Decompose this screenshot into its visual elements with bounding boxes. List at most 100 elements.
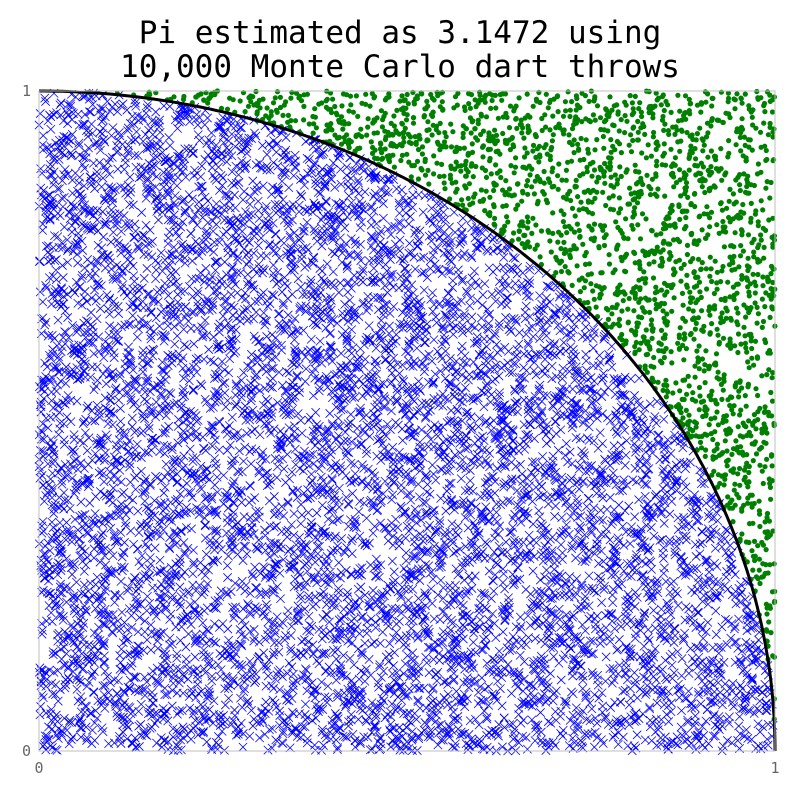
outside-dart-point bbox=[440, 106, 446, 112]
outside-dart-point bbox=[738, 243, 744, 249]
outside-dart-point bbox=[755, 223, 761, 229]
outside-dart-point bbox=[671, 174, 677, 180]
outside-dart-point bbox=[576, 227, 582, 234]
outside-dart-point bbox=[369, 91, 375, 97]
outside-dart-point bbox=[638, 109, 645, 115]
outside-dart-point bbox=[537, 254, 543, 260]
outside-dart-point bbox=[379, 150, 385, 156]
outside-dart-point bbox=[770, 244, 776, 250]
outside-dart-point bbox=[242, 109, 248, 115]
outside-dart-point bbox=[358, 126, 364, 132]
outside-dart-point bbox=[722, 438, 728, 444]
outside-dart-point bbox=[739, 508, 745, 514]
outside-dart-point bbox=[512, 164, 519, 170]
outside-dart-point bbox=[671, 295, 677, 301]
outside-dart-point bbox=[515, 181, 521, 187]
outside-dart-point bbox=[758, 169, 764, 175]
outside-dart-point bbox=[667, 223, 673, 229]
outside-dart-point bbox=[633, 329, 639, 335]
outside-dart-point bbox=[719, 473, 725, 479]
outside-dart-point bbox=[662, 332, 668, 338]
outside-dart-point bbox=[533, 154, 539, 160]
chart-title-line-2: 10,000 Monte Carlo dart throws bbox=[120, 49, 680, 85]
outside-dart-point bbox=[561, 211, 567, 217]
outside-dart-point bbox=[703, 266, 709, 272]
outside-dart-point bbox=[667, 241, 673, 247]
outside-dart-point bbox=[607, 94, 613, 100]
outside-dart-point bbox=[674, 236, 681, 242]
outside-dart-point bbox=[718, 315, 724, 321]
outside-dart-point bbox=[327, 90, 334, 96]
outside-dart-point bbox=[367, 103, 373, 109]
outside-dart-point bbox=[749, 147, 755, 153]
outside-dart-point bbox=[632, 349, 638, 355]
outside-dart-point bbox=[653, 284, 659, 290]
outside-dart-point bbox=[725, 99, 731, 105]
outside-dart-point bbox=[770, 215, 776, 221]
outside-dart-point bbox=[693, 172, 699, 178]
outside-dart-point bbox=[550, 210, 556, 216]
outside-dart-point bbox=[681, 226, 688, 232]
outside-dart-point bbox=[355, 113, 361, 119]
outside-dart-point bbox=[665, 102, 671, 108]
outside-dart-point bbox=[424, 98, 430, 104]
outside-dart-point bbox=[459, 197, 465, 203]
outside-dart-point bbox=[399, 143, 405, 149]
outside-dart-point bbox=[374, 156, 381, 162]
outside-dart-point bbox=[617, 164, 623, 170]
outside-dart-point bbox=[614, 244, 620, 250]
outside-dart-point bbox=[207, 95, 213, 101]
outside-dart-point bbox=[510, 144, 517, 150]
outside-dart-point bbox=[731, 487, 737, 493]
outside-dart-point bbox=[703, 447, 709, 453]
outside-dart-point bbox=[662, 121, 668, 127]
outside-dart-point bbox=[630, 197, 636, 203]
outside-dart-point bbox=[602, 180, 608, 186]
outside-dart-point bbox=[727, 500, 733, 506]
outside-dart-point bbox=[470, 174, 476, 180]
outside-dart-point bbox=[760, 283, 766, 289]
outside-dart-point bbox=[668, 146, 674, 152]
outside-dart-point bbox=[468, 130, 474, 136]
outside-dart-point bbox=[753, 386, 759, 392]
outside-dart-point bbox=[626, 295, 632, 302]
outside-dart-point bbox=[730, 411, 736, 417]
outside-dart-point bbox=[640, 121, 646, 127]
outside-dart-point bbox=[674, 127, 680, 133]
outside-dart-point bbox=[647, 309, 653, 315]
outside-dart-point bbox=[591, 238, 597, 244]
outside-dart-point bbox=[688, 201, 694, 207]
outside-dart-point bbox=[764, 89, 771, 95]
outside-dart-point bbox=[692, 363, 698, 369]
outside-dart-point bbox=[727, 186, 733, 192]
outside-dart-point bbox=[735, 322, 741, 328]
outside-dart-point bbox=[489, 92, 495, 98]
outside-dart-point bbox=[523, 183, 530, 189]
outside-dart-point bbox=[734, 91, 740, 97]
outside-dart-point bbox=[549, 144, 555, 151]
outside-dart-point bbox=[630, 106, 636, 112]
outside-dart-point bbox=[727, 254, 733, 260]
outside-dart-point bbox=[472, 97, 478, 103]
outside-dart-point bbox=[752, 211, 759, 217]
outside-dart-point bbox=[770, 134, 776, 140]
outside-dart-point bbox=[553, 254, 559, 260]
outside-dart-point bbox=[684, 272, 690, 278]
outside-dart-point bbox=[676, 257, 683, 263]
outside-dart-point bbox=[705, 154, 711, 160]
outside-dart-point bbox=[766, 476, 772, 482]
outside-dart-point bbox=[719, 207, 726, 213]
outside-dart-point bbox=[681, 357, 687, 363]
outside-dart-point bbox=[757, 258, 763, 264]
outside-dart-point bbox=[250, 94, 256, 100]
outside-dart-point bbox=[675, 139, 681, 145]
outside-dart-point bbox=[410, 115, 417, 121]
outside-dart-point bbox=[593, 283, 599, 289]
outside-dart-point bbox=[301, 92, 307, 98]
outside-dart-point bbox=[712, 258, 718, 264]
outside-dart-point bbox=[733, 438, 739, 444]
outside-dart-point bbox=[516, 228, 522, 234]
outside-dart-point bbox=[352, 148, 358, 154]
outside-dart-point bbox=[363, 91, 369, 97]
outside-dart-point bbox=[714, 280, 720, 286]
